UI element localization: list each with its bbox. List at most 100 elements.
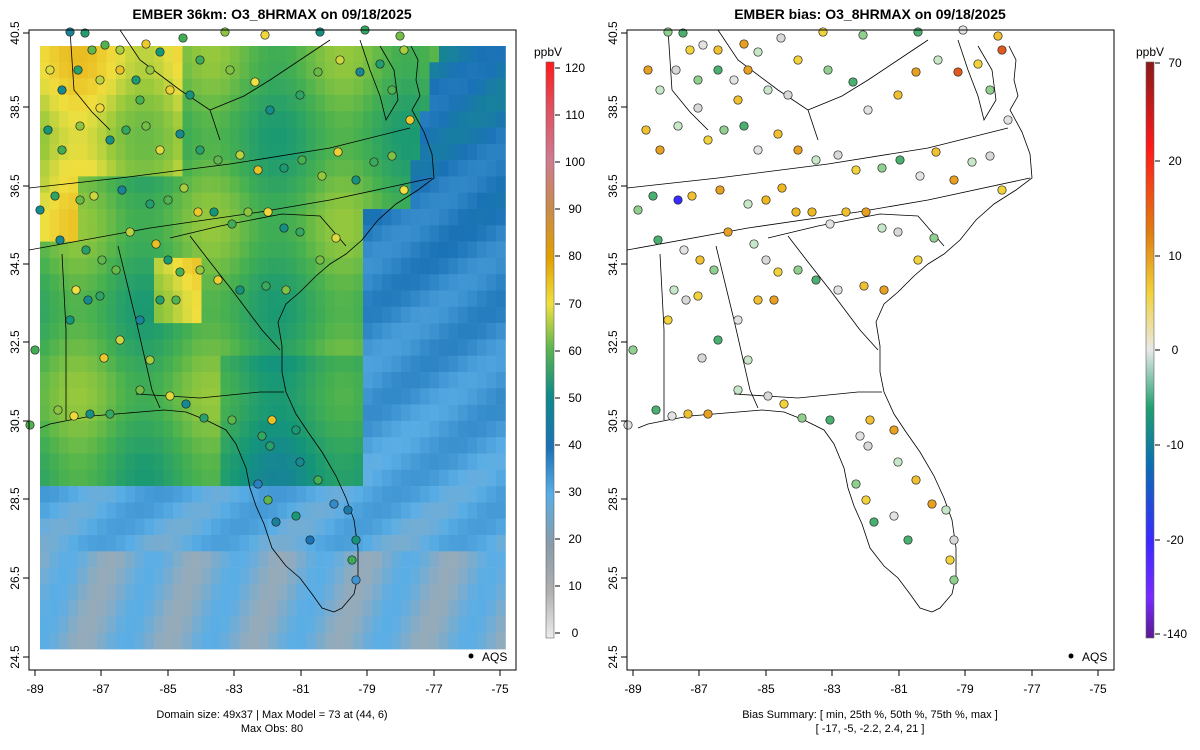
grid-cell (230, 339, 240, 356)
grid-cell (429, 583, 440, 601)
grid-cell (429, 535, 440, 552)
grid-cell (353, 46, 364, 63)
bias-site-marker (739, 121, 749, 131)
grid-cell (220, 551, 231, 568)
grid-cell (315, 453, 326, 471)
grid-cell (239, 78, 250, 96)
grid-cell (420, 290, 430, 308)
right-y-tick-label: 32.5 (606, 330, 620, 354)
bias-site-marker (628, 345, 638, 355)
grid-cell (496, 323, 506, 340)
grid-cell (429, 94, 440, 112)
grid-cell (353, 518, 364, 536)
grid-cell (287, 306, 297, 324)
grid-cell (211, 616, 221, 634)
grid-cell (154, 241, 164, 259)
grid-cell (201, 241, 212, 259)
aqs-site-marker (399, 45, 409, 55)
grid-cell (49, 469, 60, 487)
bias-site-marker (855, 431, 865, 441)
grid-cell (458, 143, 468, 161)
grid-cell (125, 339, 136, 356)
grid-cell (239, 437, 250, 454)
grid-cell (429, 469, 440, 487)
grid-cell (334, 257, 345, 275)
left-y-tick-label: 26.5 (8, 566, 22, 590)
grid-cell (429, 502, 440, 519)
grid-cell (325, 632, 335, 650)
grid-cell (97, 306, 107, 324)
grid-cell (201, 225, 212, 242)
right-x-tick-label: -77 (1023, 682, 1041, 696)
grid-cell (40, 600, 50, 617)
grid-cell (211, 290, 221, 308)
bias-site-marker (729, 75, 739, 85)
grid-cell (144, 78, 155, 96)
grid-cell (467, 339, 478, 356)
grid-cell (401, 632, 411, 650)
grid-cell (353, 127, 364, 145)
colorbar-tick-label: -10 (1166, 438, 1184, 452)
grid-cell (334, 94, 345, 112)
aqs-site-marker (185, 90, 195, 100)
grid-cell (296, 160, 307, 177)
grid-cell (239, 600, 250, 617)
grid-cell (496, 46, 506, 63)
bias-site-marker (895, 155, 905, 165)
grid-cell (40, 306, 50, 324)
grid-cell (277, 257, 288, 275)
grid-cell (78, 567, 88, 585)
grid-cell (439, 486, 449, 503)
grid-cell (192, 551, 202, 568)
aqs-site-marker (263, 495, 273, 505)
grid-cell (382, 176, 392, 193)
grid-cell (325, 518, 335, 536)
bias-site-marker (893, 457, 903, 467)
bias-site-marker (763, 85, 773, 95)
bias-site-marker (851, 165, 861, 175)
grid-cell (211, 339, 221, 356)
colorbar-tick-label: 0 (572, 626, 579, 640)
grid-cell (97, 600, 107, 617)
grid-cell (325, 616, 335, 634)
grid-cell (315, 486, 326, 503)
bias-site-marker (833, 285, 843, 295)
grid-cell (78, 616, 88, 634)
grid-cell (344, 111, 354, 128)
grid-cell (106, 420, 117, 438)
grid-cell (467, 486, 478, 503)
grid-cell (173, 486, 183, 503)
grid-cell (382, 225, 392, 242)
grid-cell (97, 420, 107, 438)
aqs-site-marker (265, 441, 275, 451)
grid-cell (296, 94, 307, 112)
bias-site-marker (695, 255, 705, 265)
grid-cell (306, 274, 316, 291)
grid-cell (230, 469, 240, 487)
grid-cell (97, 209, 107, 226)
grid-cell (296, 502, 307, 519)
grid-cell (344, 257, 354, 275)
grid-cell (391, 420, 402, 438)
grid-cell (173, 62, 183, 79)
bias-site-marker (633, 205, 643, 215)
aqs-site-marker (145, 65, 155, 75)
grid-cell (458, 78, 468, 96)
bias-site-marker (858, 30, 868, 40)
grid-cell (420, 600, 430, 617)
grid-cell (429, 46, 440, 63)
aqs-site-marker (30, 345, 40, 355)
grid-cell (268, 176, 278, 193)
colorbar-tick-label: 30 (568, 485, 582, 499)
grid-cell (40, 388, 50, 405)
grid-cell (448, 583, 459, 601)
bias-site-marker (913, 27, 923, 37)
grid-cell (49, 502, 60, 519)
colorbar-tick-label: 20 (1168, 154, 1182, 168)
grid-cell (382, 274, 392, 291)
grid-cell (40, 616, 50, 634)
bias-site-marker (851, 479, 861, 489)
grid-cell (344, 225, 354, 242)
grid-cell (106, 290, 117, 308)
grid-cell (201, 453, 212, 471)
